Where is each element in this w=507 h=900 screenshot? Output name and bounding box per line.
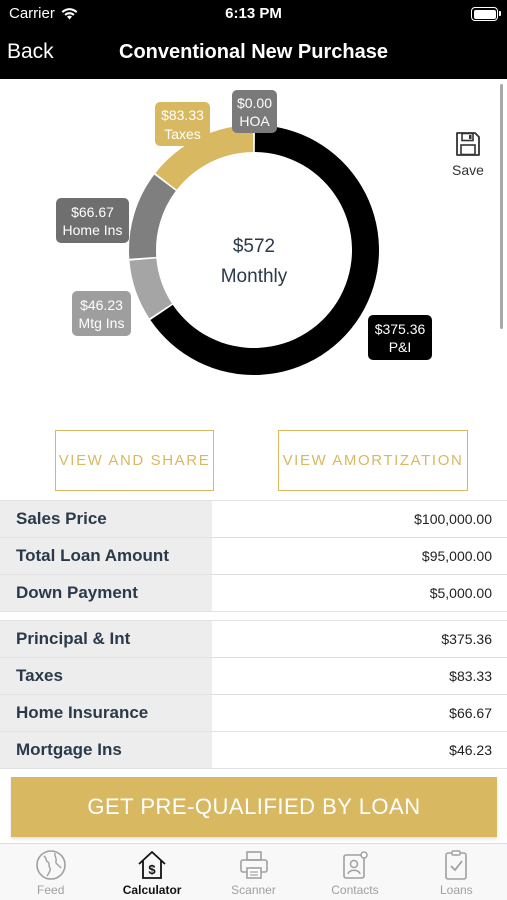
tab-label: Contacts	[331, 883, 379, 897]
status-time: 6:13 PM	[225, 5, 282, 22]
row-value: $5,000.00	[429, 585, 492, 601]
svg-text:$46.23: $46.23	[80, 297, 123, 313]
contacts-icon	[343, 851, 368, 879]
row-label: Home Insurance	[0, 695, 212, 731]
view-and-share-button[interactable]: VIEW AND SHARE	[55, 430, 214, 491]
tab-calculator[interactable]: $ Calculator	[101, 844, 202, 900]
label-pi: $375.36 P&I	[368, 315, 432, 360]
tab-scanner[interactable]: Scanner	[203, 844, 304, 900]
svg-text:$375.36: $375.36	[375, 321, 426, 337]
loan-summary-table: Sales Price $100,000.00 Total Loan Amoun…	[0, 500, 507, 612]
tab-label: Loans	[439, 883, 473, 897]
svg-text:Mtg Ins: Mtg Ins	[79, 315, 125, 331]
svg-text:HOA: HOA	[239, 113, 270, 129]
tab-label: Feed	[37, 883, 65, 897]
row-label: Mortgage Ins	[0, 732, 212, 768]
floppy-disk-icon	[456, 132, 480, 156]
donut-segment-home	[129, 174, 176, 259]
printer-icon	[239, 851, 268, 879]
nav-bar: Back Conventional New Purchase	[0, 28, 507, 79]
svg-text:$83.33: $83.33	[161, 107, 204, 123]
svg-text:$: $	[148, 862, 156, 877]
label-mtg-ins: $46.23 Mtg Ins	[72, 291, 131, 336]
row-value: $66.67	[449, 705, 492, 721]
table-row: Sales Price $100,000.00	[0, 501, 507, 538]
get-pre-qualified-button[interactable]: GET PRE-QUALIFIED BY LOAN	[11, 777, 497, 837]
row-value: $46.23	[449, 742, 492, 758]
donut-center-label: Monthly	[221, 266, 288, 287]
save-button[interactable]: Save	[446, 131, 490, 183]
row-label: Down Payment	[0, 575, 212, 611]
label-home-ins: $66.67 Home Ins	[56, 198, 129, 243]
page-title: Conventional New Purchase	[119, 41, 388, 63]
status-left: Carrier	[9, 5, 78, 22]
carrier-label: Carrier	[9, 5, 55, 22]
calculator-house-icon: $	[138, 851, 166, 879]
tab-loans[interactable]: Loans	[406, 844, 507, 900]
clipboard-check-icon	[445, 850, 468, 880]
donut-segment-mtg	[129, 258, 172, 319]
table-row: Taxes $83.33	[0, 658, 507, 695]
svg-text:Home Ins: Home Ins	[63, 222, 123, 238]
save-label: Save	[452, 162, 484, 178]
label-taxes: $83.33 Taxes	[155, 102, 210, 146]
table-row: Mortgage Ins $46.23	[0, 732, 507, 769]
status-bar: Carrier 6:13 PM	[0, 0, 507, 28]
donut-center-amount: $572	[233, 236, 275, 257]
table-row: Total Loan Amount $95,000.00	[0, 538, 507, 575]
donut-segment-taxes	[155, 125, 254, 190]
row-value: $375.36	[441, 631, 492, 647]
back-button[interactable]: Back	[7, 40, 54, 63]
wifi-icon	[61, 8, 78, 20]
table-row: Home Insurance $66.67	[0, 695, 507, 732]
svg-text:$66.67: $66.67	[71, 204, 114, 220]
view-amortization-button[interactable]: VIEW AMORTIZATION	[278, 430, 468, 491]
payment-breakdown-table: Principal & Int $375.36 Taxes $83.33 Hom…	[0, 620, 507, 769]
row-value: $100,000.00	[414, 511, 492, 527]
tab-bar: Feed $ Calculator Scanner	[0, 843, 507, 900]
row-label: Total Loan Amount	[0, 538, 212, 574]
tab-label: Calculator	[122, 883, 182, 897]
payment-donut-chart: $572 Monthly $0.00 HOA $83.33 Taxes $66.…	[0, 79, 507, 419]
row-label: Taxes	[0, 658, 212, 694]
svg-text:Taxes: Taxes	[164, 126, 201, 142]
row-label: Principal & Int	[0, 621, 212, 657]
row-value: $83.33	[449, 668, 492, 684]
table-row: Down Payment $5,000.00	[0, 575, 507, 612]
svg-text:P&I: P&I	[389, 339, 412, 355]
table-row: Principal & Int $375.36	[0, 621, 507, 658]
tab-contacts[interactable]: Contacts	[304, 844, 405, 900]
row-label: Sales Price	[0, 501, 212, 537]
tab-label: Scanner	[231, 883, 276, 897]
globe-icon	[35, 850, 66, 880]
tab-feed[interactable]: Feed	[0, 844, 101, 900]
label-hoa: $0.00 HOA	[232, 90, 277, 133]
donut-svg: $572 Monthly $0.00 HOA $83.33 Taxes $66.…	[56, 90, 432, 375]
scroll-indicator[interactable]	[500, 84, 503, 329]
svg-text:$0.00: $0.00	[237, 95, 272, 111]
battery-icon	[471, 7, 501, 21]
row-value: $95,000.00	[421, 548, 492, 564]
